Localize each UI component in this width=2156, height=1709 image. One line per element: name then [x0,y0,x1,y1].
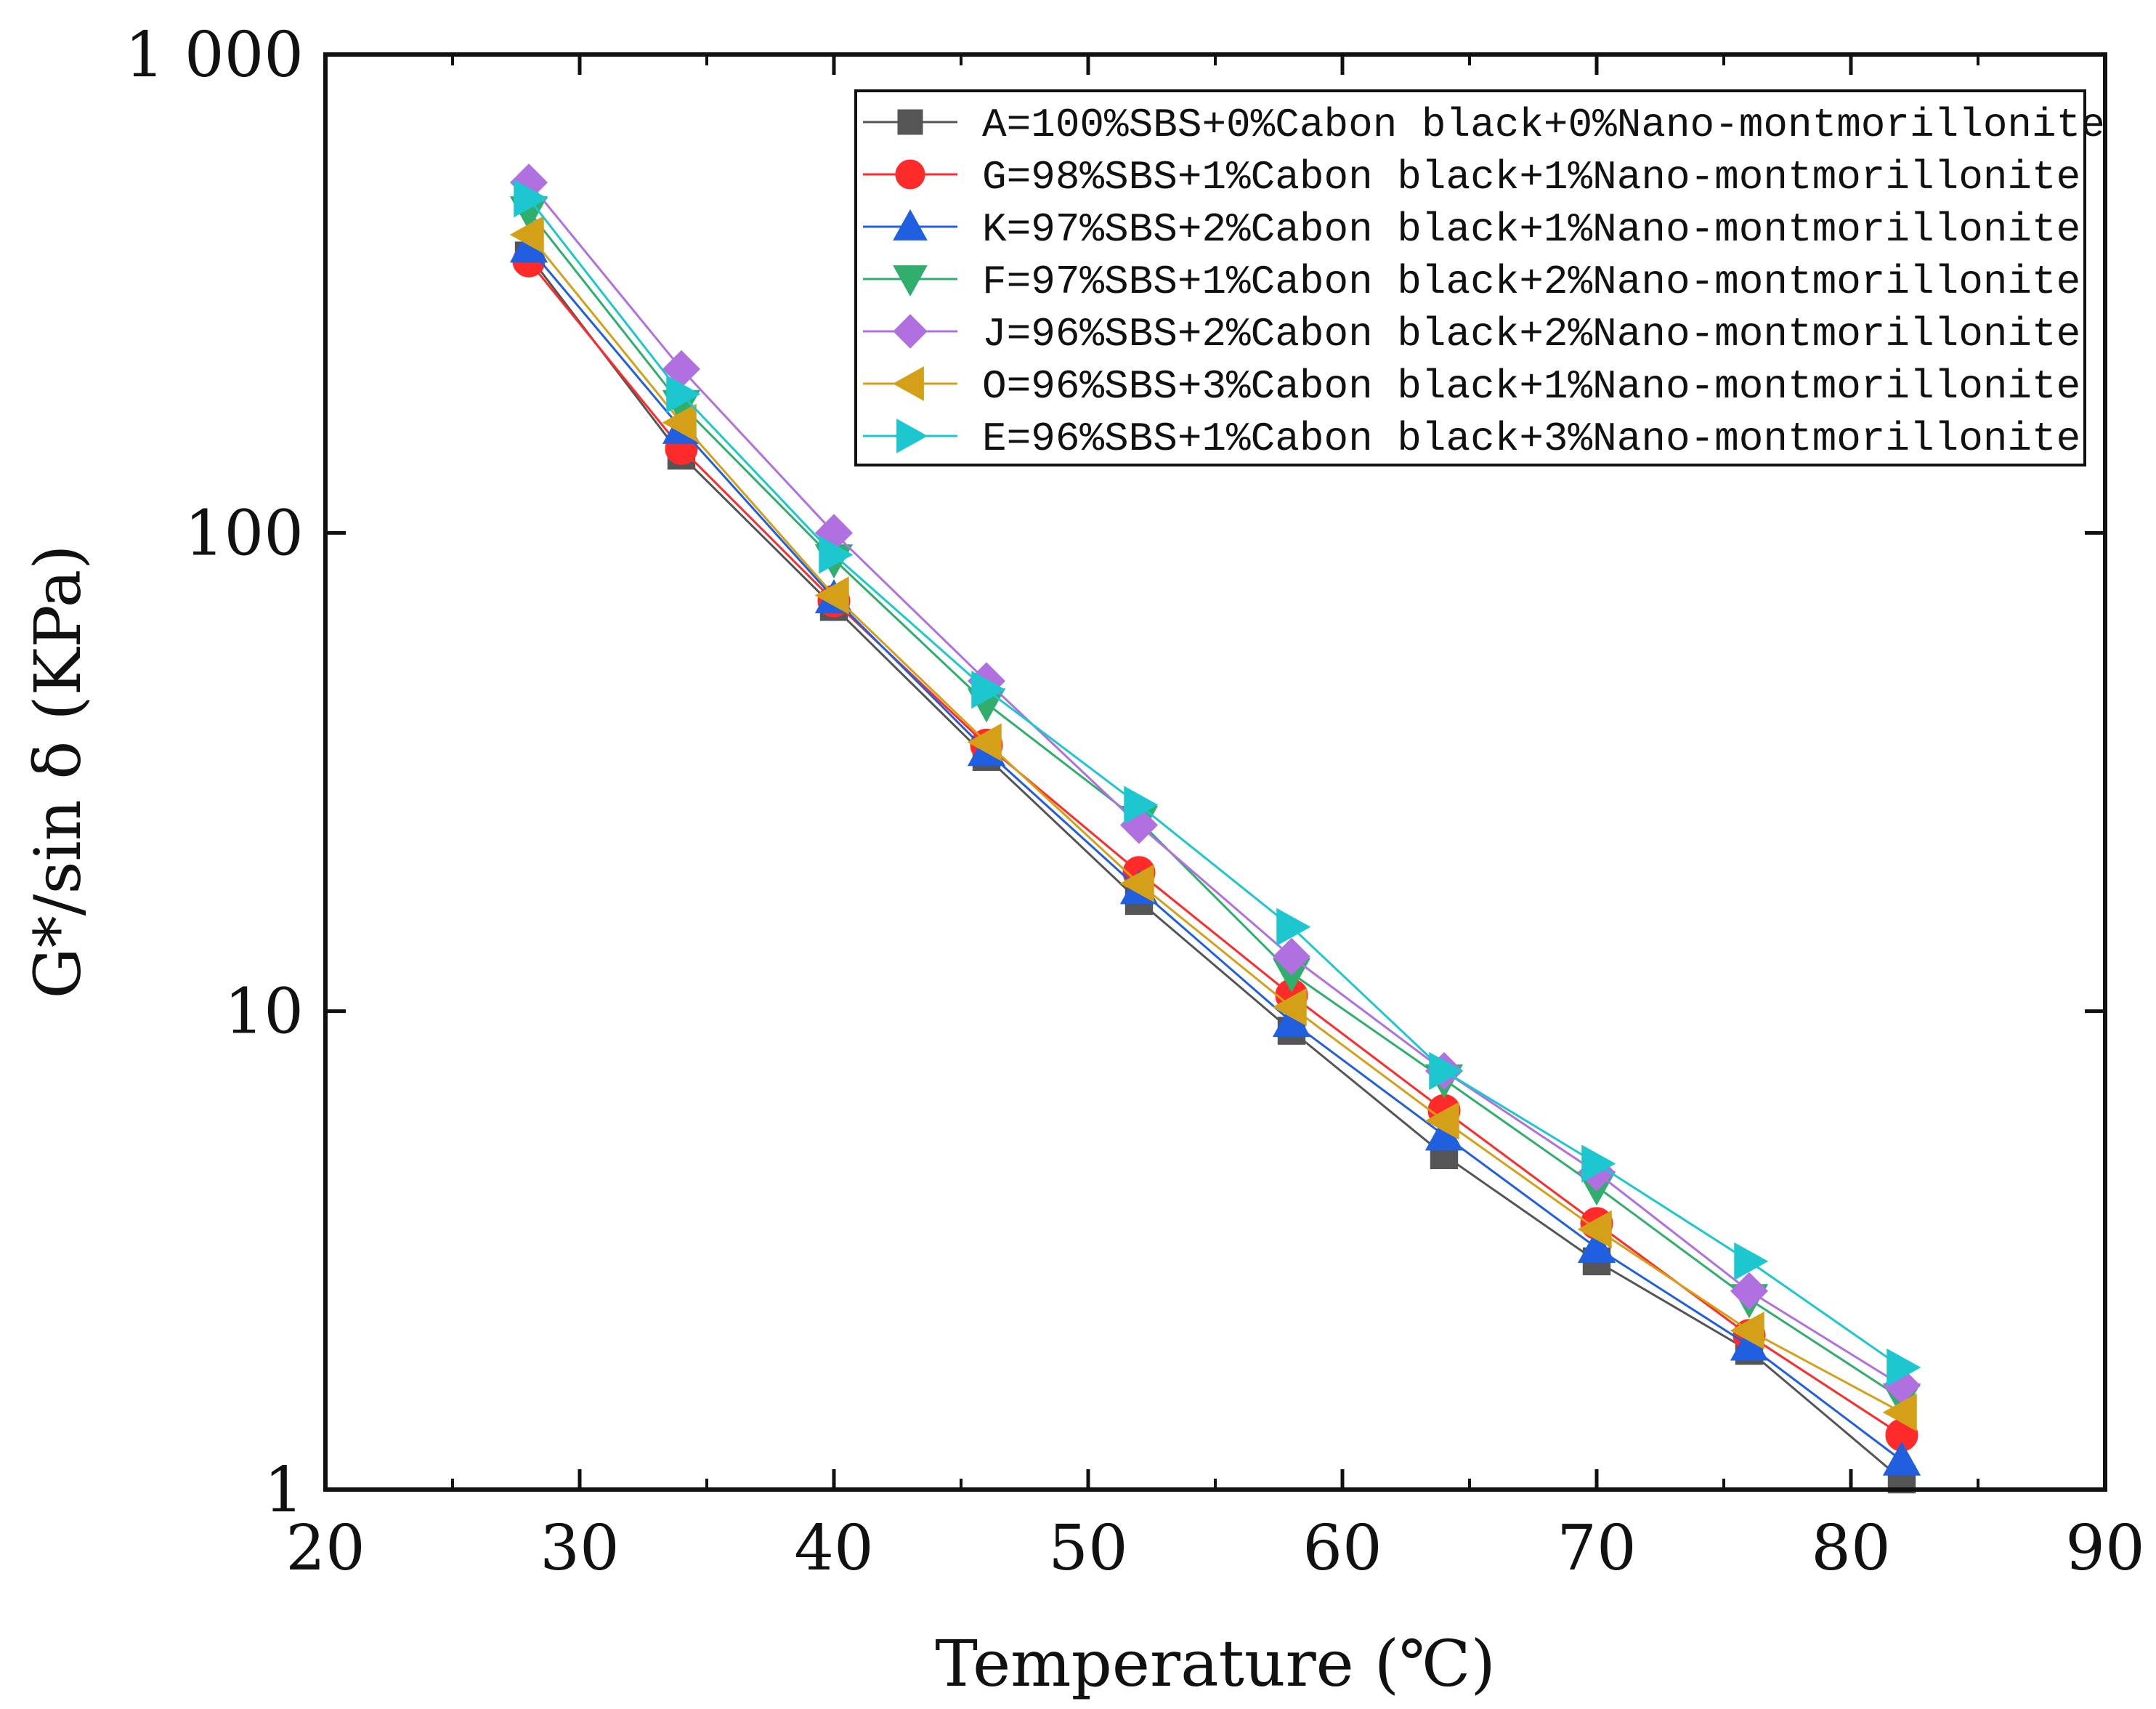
legend-label: A=100%SBS+0%Cabon black+0%Nano-montmoril… [982,102,2105,148]
legend-label: E=96%SBS+1%Cabon black+3%Nano-montmorill… [982,416,2080,462]
series-6 [509,215,1917,1431]
legend-label: K=97%SBS+2%Cabon black+1%Nano-montmorill… [982,206,2080,253]
y-tick-label: 100 [185,497,304,570]
data-point [1730,1311,1764,1350]
series-line [527,234,1902,1414]
legend-label: F=97%SBS+1%Cabon black+2%Nano-montmorill… [982,259,2080,305]
legend-marker [896,419,928,453]
legend-marker [893,314,928,349]
legend-box [854,89,2086,466]
data-point [1886,1348,1921,1387]
data-point [666,375,701,413]
legend-item: A=100%SBS+0%Cabon black+0%Nano-montmoril… [863,102,2105,148]
legend-item: O=96%SBS+3%Cabon black+1%Nano-montmorill… [863,363,2080,410]
x-tick-label: 60 [1302,1512,1382,1585]
y-tick-label: 1 000 [125,19,304,92]
data-point [814,576,849,615]
series-line [527,254,1902,1481]
data-point [1882,1393,1917,1431]
y-tick-label: 1 [264,1454,304,1527]
data-point [1734,1242,1769,1281]
legend-marker [893,209,928,241]
data-point [1730,1272,1769,1310]
y-axis-title: G*/sin δ (KPa) [20,545,95,999]
data-point [1424,1102,1459,1140]
data-point [971,671,1006,709]
data-point [819,536,854,574]
data-point [1272,937,1311,976]
legend-label: O=96%SBS+3%Cabon black+1%Nano-montmorill… [982,363,2080,410]
legend-marker [897,109,923,135]
data-point [1272,987,1307,1027]
legend-item: F=97%SBS+1%Cabon black+2%Nano-montmorill… [863,259,2080,305]
legend: A=100%SBS+0%Cabon black+0%Nano-montmoril… [854,89,2105,466]
series-line [527,246,1902,1462]
data-point [509,215,544,254]
series-line [527,210,1902,1399]
series-layer [509,163,1921,1494]
y-tick-label: 10 [224,976,304,1049]
x-tick-label: 90 [2065,1512,2144,1585]
data-point [1882,1441,1921,1476]
data-point [1124,785,1159,824]
plot-frame [323,52,2107,1492]
legend-label: J=96%SBS+2%Cabon black+2%Nano-montmorill… [982,311,2080,357]
series-line [527,198,1902,1369]
legend-marker [893,265,928,297]
data-point [1429,1051,1464,1091]
data-point [1577,1210,1612,1248]
tick-labels: 20 30 40 50 60 70 80 90 1 10 100 1 000 [125,19,2145,1585]
data-point [1119,864,1154,902]
x-tick-label: 80 [1811,1512,1890,1585]
legend-marker [892,366,924,401]
legend-item: E=96%SBS+1%Cabon black+3%Nano-montmorill… [863,416,2080,462]
legend-marker [895,159,925,190]
data-point [1276,908,1311,946]
data-point [1581,1144,1616,1183]
legend-item: G=98%SBS+1%Cabon black+1%Nano-montmorill… [863,154,2080,201]
x-tick-label: 20 [285,1512,365,1585]
x-tick-label: 40 [794,1512,873,1585]
x-tick-label: 70 [1557,1512,1636,1585]
data-point [967,723,1002,761]
data-point [662,403,697,442]
x-tick-label: 30 [540,1512,619,1585]
legend-item: J=96%SBS+2%Cabon black+2%Nano-montmorill… [863,311,2080,357]
x-tick-label: 50 [1048,1512,1127,1585]
series-line [527,182,1902,1387]
legend-label: G=98%SBS+1%Cabon black+1%Nano-montmorill… [982,154,2080,201]
data-point [514,179,548,218]
legend-item: K=97%SBS+2%Cabon black+1%Nano-montmorill… [863,206,2080,253]
series-7 [514,179,1921,1387]
x-axis-title: Temperature (℃) [935,1626,1496,1701]
data-point [1577,1229,1616,1264]
